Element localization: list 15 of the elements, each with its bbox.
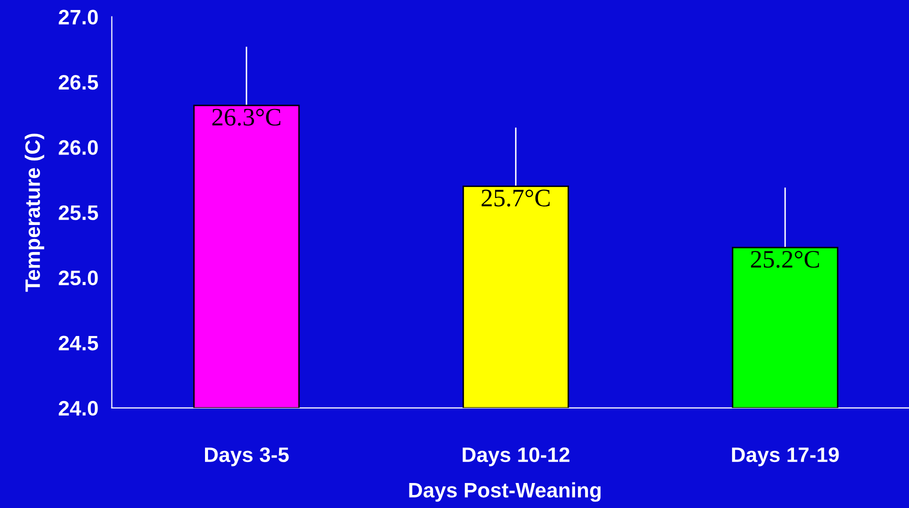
data-label: 26.3°C xyxy=(212,108,280,126)
y-tick-label: 24.0 xyxy=(58,400,98,416)
y-tick-label: 26.0 xyxy=(58,140,98,155)
y-axis-title: Temperature (C) xyxy=(24,134,44,292)
x-tick-label: Days 10-12 xyxy=(462,447,570,466)
x-axis-title: Days Post-Weaning xyxy=(409,482,601,502)
y-tick-label: 27.0 xyxy=(58,10,98,25)
y-tick-label: 25.0 xyxy=(58,270,98,286)
y-tick-label: 25.5 xyxy=(58,205,98,220)
data-label: 25.7°C xyxy=(482,190,550,207)
y-tick-label: 24.5 xyxy=(58,336,98,350)
y-tick-label: 26.5 xyxy=(58,74,98,90)
x-tick-label: Days 3-5 xyxy=(205,447,289,466)
data-label: 25.2°C xyxy=(751,250,819,268)
x-tick-label: Days 17-19 xyxy=(732,447,839,466)
